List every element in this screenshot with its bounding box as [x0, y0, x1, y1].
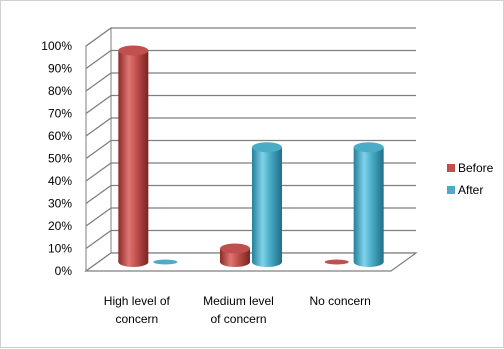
- gridline: [85, 94, 416, 115]
- bar-after: [153, 259, 178, 265]
- y-tick-label: 40%: [48, 174, 72, 188]
- bar-after: [252, 142, 282, 267]
- y-tick-label: 10%: [48, 242, 72, 256]
- gridline: [85, 162, 416, 182]
- gridline: [85, 207, 416, 227]
- gridline: [85, 117, 416, 137]
- legend-swatch: [447, 164, 455, 172]
- gridline: [85, 229, 416, 250]
- gridline: [85, 27, 416, 47]
- legend-label: After: [458, 183, 484, 197]
- floor: [84, 252, 418, 272]
- x-category-label: Medium level of concern: [203, 294, 274, 326]
- y-tick-label: 100%: [41, 39, 72, 53]
- y-tick-label: 80%: [48, 84, 72, 98]
- bar-before: [118, 45, 149, 267]
- gridline: [85, 72, 416, 92]
- y-tick-label: 50%: [48, 152, 72, 166]
- bar-after: [353, 142, 384, 267]
- bar-before: [220, 243, 250, 267]
- gridline: [85, 139, 416, 160]
- legend-item-before: Before: [447, 157, 493, 179]
- gridline: [85, 184, 416, 205]
- legend-label: Before: [458, 161, 494, 175]
- bar-before: [324, 259, 349, 265]
- y-tick-label: 20%: [48, 219, 72, 233]
- x-category-label: High level of concern: [104, 294, 171, 326]
- y-tick-label: 90%: [48, 62, 72, 76]
- y-tick-label: 60%: [48, 129, 72, 143]
- legend: Before After: [447, 157, 493, 201]
- y-tick-label: 0%: [55, 264, 73, 278]
- legend-swatch: [447, 186, 455, 194]
- legend-item-after: After: [447, 179, 493, 201]
- y-tick-label: 70%: [48, 107, 72, 121]
- y-tick-label: 30%: [48, 197, 72, 211]
- x-category-label: No concern: [309, 294, 370, 308]
- gridline: [85, 49, 416, 70]
